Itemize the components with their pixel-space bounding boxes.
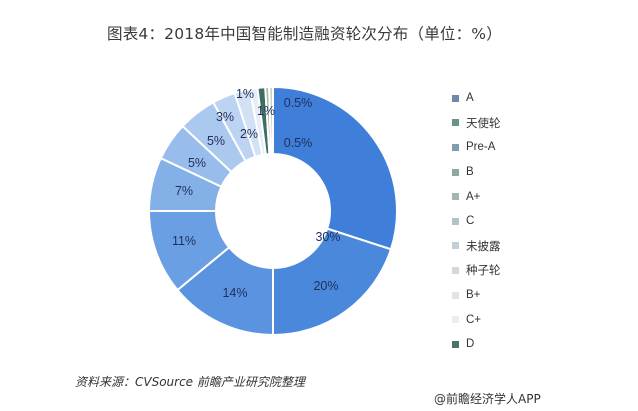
legend-label: 天使轮 (466, 117, 501, 130)
slice-value-label: 5% (207, 134, 225, 148)
legend-item: A (452, 86, 501, 111)
donut-slice (272, 227, 393, 337)
legend-item: 种子轮 (452, 258, 501, 283)
slice-value-label: 1% (236, 87, 254, 101)
legend-label: C (466, 215, 475, 228)
slice-value-label: 0.5% (284, 136, 313, 150)
donut-slice (268, 85, 274, 156)
legend-label: 未披露 (466, 240, 501, 253)
legend-label: B (466, 166, 474, 179)
donut-slice (272, 85, 398, 251)
legend-item: 未披露 (452, 234, 501, 259)
legend-label: A (466, 92, 474, 105)
slice-value-label: 3% (216, 110, 234, 124)
slice-value-label: 0.5% (284, 96, 313, 110)
watermark-text: @前瞻经济学人APP (434, 392, 541, 406)
donut-slices (147, 85, 398, 337)
slice-value-label: 30% (315, 230, 340, 244)
legend-item: B (452, 160, 501, 185)
legend-swatch-icon (452, 340, 459, 348)
slice-value-label: 1% (257, 104, 275, 118)
legend-item: C (452, 209, 501, 234)
legend-swatch-icon (452, 316, 459, 324)
chart-title: 图表4：2018年中国智能制造融资轮次分布（单位：%） (107, 25, 502, 43)
legend-swatch-icon (452, 266, 459, 274)
legend-label: C+ (466, 313, 482, 326)
legend-swatch-icon (452, 143, 459, 151)
legend-label: D (466, 338, 475, 351)
source-note: 资料来源：CVSource 前瞻产业研究院整理 (75, 375, 305, 389)
legend-swatch-icon (452, 119, 459, 127)
legend-swatch-icon (452, 193, 459, 201)
slice-value-label: 14% (222, 286, 247, 300)
slice-value-label: 2% (240, 127, 258, 141)
legend-swatch-icon (452, 291, 459, 299)
legend-label: A+ (466, 190, 481, 203)
legend-item: B+ (452, 283, 501, 308)
chart-legend: A 天使轮 Pre-A B A+ C 未披露种子轮 B+ C+ D (452, 86, 501, 357)
legend-swatch-icon (452, 168, 459, 176)
legend-item: C+ (452, 307, 501, 332)
legend-swatch-icon (452, 242, 459, 250)
slice-value-label: 20% (313, 279, 338, 293)
legend-label: Pre-A (466, 141, 496, 154)
slice-value-label: 11% (172, 234, 196, 248)
legend-swatch-icon (452, 217, 459, 225)
legend-item: 天使轮 (452, 111, 501, 136)
legend-item: Pre-A (452, 135, 501, 160)
legend-item: D (452, 332, 501, 357)
slice-value-label: 7% (175, 184, 193, 198)
legend-swatch-icon (452, 94, 459, 102)
legend-item: A+ (452, 184, 501, 209)
legend-label: 种子轮 (466, 265, 501, 278)
legend-label: B+ (466, 289, 481, 302)
slice-value-label: 5% (188, 156, 206, 170)
donut-labels: 30% 20% 14% 11% 7% 5%5% 3% 2% 1%1% 0.5% 0.5% (172, 87, 341, 300)
